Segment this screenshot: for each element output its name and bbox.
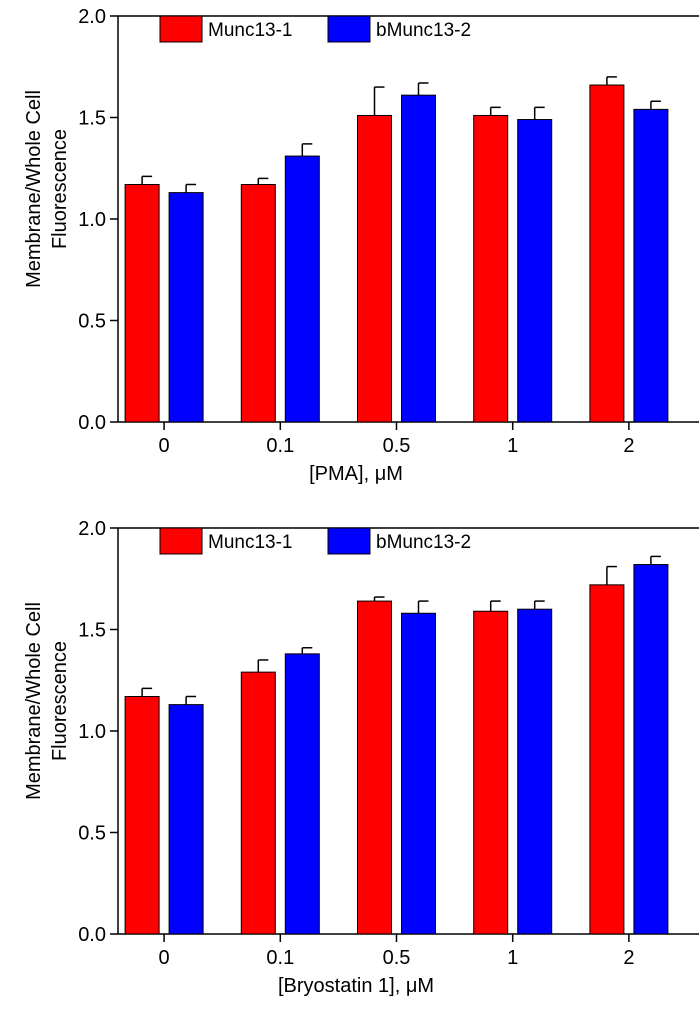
x-tick-label: 0.1 (266, 947, 294, 969)
x-tick-label: 2 (623, 435, 634, 457)
legend-swatch-bmunc13-2 (327, 15, 371, 43)
legend-swatch-munc13-1 (159, 15, 203, 43)
y-tick-label: 2.0 (78, 518, 106, 540)
x-tick-label: 1 (507, 947, 518, 969)
bar-bmunc13-2 (517, 119, 553, 423)
bar-munc13-1 (589, 584, 625, 935)
legend-label-bmunc13-2: bMunc13-2 (376, 20, 471, 41)
bar-bmunc13-2 (284, 653, 320, 935)
bar-munc13-1 (240, 671, 276, 935)
y-axis-title: Membrane/Whole Cell Fluorescence (23, 602, 71, 800)
x-tick-label: 0.5 (383, 947, 411, 969)
y-tick-label: 1.0 (78, 209, 106, 231)
legend-label-munc13-1: Munc13-1 (208, 20, 293, 41)
x-axis-title: [Bryostatin 1], μM (278, 975, 434, 997)
bar-munc13-1 (589, 84, 625, 423)
pma-chart: 0.0 0.5 1.0 1.5 2.0 0 0.1 0.5 1 2 [PMA], μM Membran… (23, 6, 699, 485)
bar-munc13-1 (124, 695, 160, 935)
y-tick-label: 0.0 (78, 412, 106, 434)
x-tick-label: 2 (623, 947, 634, 969)
bar-bmunc13-2 (168, 192, 204, 423)
y-axis-title-line-1: Membrane/Whole Cell (23, 602, 45, 800)
y-tick-label: 2.0 (78, 6, 106, 28)
y-axis-title: Membrane/Whole Cell Fluorescence (23, 90, 71, 288)
y-tick-label: 0.0 (78, 924, 106, 946)
bar-bmunc13-2 (284, 155, 320, 423)
y-axis-title-line-2: Fluorescence (49, 129, 71, 249)
bar-munc13-1 (473, 610, 509, 935)
x-tick-label: 0.1 (266, 435, 294, 457)
bar-bmunc13-2 (633, 564, 669, 935)
legend-swatch-bmunc13-2 (327, 527, 371, 555)
x-tick-label: 0 (159, 435, 170, 457)
bar-bmunc13-2 (633, 108, 669, 423)
bar-munc13-1 (473, 114, 509, 423)
y-tick-label: 0.5 (78, 311, 106, 333)
bar-bmunc13-2 (401, 94, 436, 423)
x-axis-title: [PMA], μM (309, 463, 403, 485)
y-axis-title-line-1: Membrane/Whole Cell (23, 90, 45, 288)
legend-swatch-munc13-1 (159, 527, 203, 555)
legend-label-bmunc13-2: bMunc13-2 (376, 532, 471, 553)
bar-munc13-1 (124, 183, 160, 423)
y-tick-label: 0.5 (78, 823, 106, 845)
y-axis-title-line-2: Fluorescence (49, 641, 71, 761)
bar-munc13-1 (357, 600, 392, 935)
bar-bmunc13-2 (517, 608, 553, 935)
x-tick-label: 0 (159, 947, 170, 969)
x-tick-label: 0.5 (383, 435, 411, 457)
y-tick-label: 1.5 (78, 620, 106, 642)
y-tick-label: 1.0 (78, 721, 106, 743)
bar-munc13-1 (357, 114, 392, 423)
bar-bmunc13-2 (401, 612, 436, 935)
legend-label-munc13-1: Munc13-1 (208, 532, 293, 553)
bar-bmunc13-2 (168, 704, 204, 935)
x-tick-label: 1 (507, 435, 518, 457)
bryostatin-chart: 0.0 0.5 1.0 1.5 2.0 0 0.1 0.5 1 2 [Bryostatin 1], … (23, 518, 699, 997)
bar-munc13-1 (240, 183, 276, 423)
y-tick-label: 1.5 (78, 108, 106, 130)
